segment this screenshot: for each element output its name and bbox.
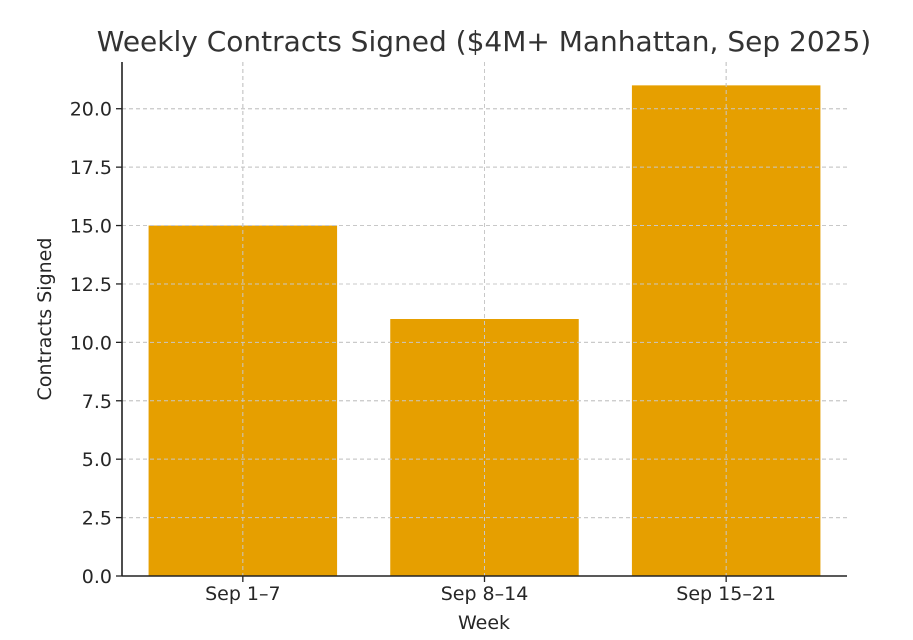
x-tick-label: Sep 8–14 — [441, 583, 529, 605]
y-tick-label: 7.5 — [82, 391, 112, 413]
y-tick-label: 0.0 — [82, 566, 112, 588]
y-tick-label: 5.0 — [82, 449, 112, 471]
y-tick-label: 20.0 — [70, 99, 112, 121]
y-tick-label: 17.5 — [70, 157, 112, 179]
bars — [122, 62, 847, 577]
y-axis-label: Contracts Signed — [34, 238, 56, 401]
x-tick-label: Sep 1–7 — [205, 583, 281, 605]
x-axis-label: Week — [458, 612, 510, 634]
x-tick-label: Sep 15–21 — [676, 583, 776, 605]
y-tick-label: 2.5 — [82, 508, 112, 530]
chart-title: Weekly Contracts Signed ($4M+ Manhattan,… — [97, 25, 871, 58]
axes: 0.0 2.5 5.0 7.5 10.0 12.5 15.0 17.5 20.0 Sep 1–7 S… — [70, 62, 847, 605]
y-tick-label: 15.0 — [70, 216, 112, 238]
y-tick-label: 10.0 — [70, 332, 112, 354]
y-tick-label: 12.5 — [70, 274, 112, 296]
